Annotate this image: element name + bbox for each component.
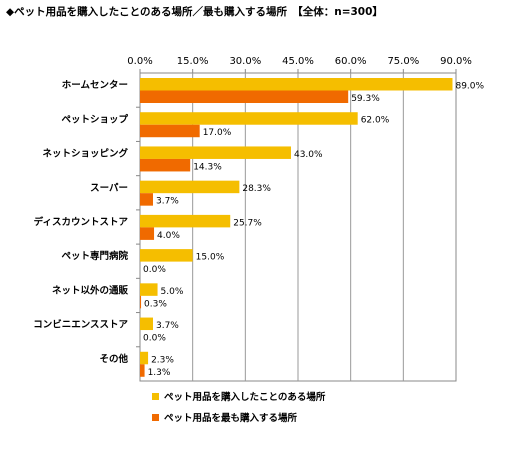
x-tick-label: 75.0% xyxy=(387,56,419,67)
data-label: 5.0% xyxy=(161,287,184,297)
x-tick-label: 60.0% xyxy=(335,56,367,67)
data-label: 43.0% xyxy=(294,150,323,160)
bar xyxy=(140,351,149,365)
bar xyxy=(140,295,142,309)
bar xyxy=(140,227,155,240)
legend-label: ペット用品を購入したことのある場所 xyxy=(164,391,326,403)
data-label: 62.0% xyxy=(361,116,390,126)
x-tick-label: 0.0% xyxy=(127,56,152,67)
data-label: 4.0% xyxy=(157,231,180,241)
category-label: ペット専門病院 xyxy=(61,250,128,262)
data-label: 0.0% xyxy=(143,265,166,275)
category-label: コンビニエンスストア xyxy=(33,319,128,331)
x-tick-label: 90.0% xyxy=(440,56,472,67)
data-label: 1.3% xyxy=(148,368,171,378)
data-label: 0.0% xyxy=(143,334,166,344)
data-label: 14.3% xyxy=(193,162,222,172)
bar xyxy=(140,78,453,91)
bar xyxy=(140,180,240,194)
data-label: 17.0% xyxy=(203,128,232,138)
legend-swatch xyxy=(152,414,159,421)
data-label: 28.3% xyxy=(242,184,271,194)
bar xyxy=(140,283,158,296)
bar xyxy=(140,158,191,172)
bar xyxy=(140,249,193,262)
category-label: ディスカウントストア xyxy=(34,216,129,228)
legend-label: ペット用品を最も購入する場所 xyxy=(164,412,298,424)
data-label: 25.7% xyxy=(233,218,262,228)
category-label: ペットショップ xyxy=(61,113,128,125)
data-label: 3.7% xyxy=(156,197,179,207)
bar xyxy=(140,193,153,206)
bar xyxy=(140,124,200,138)
data-label: 2.3% xyxy=(151,355,174,365)
bar xyxy=(140,90,349,103)
category-label: ネット以外の通販 xyxy=(52,284,129,296)
x-tick-label: 15.0% xyxy=(177,56,209,67)
category-label: ホームセンター xyxy=(62,79,128,91)
data-label: 59.3% xyxy=(351,94,380,104)
bar xyxy=(140,112,358,125)
bar xyxy=(140,214,231,228)
category-label: ネットショッピング xyxy=(42,148,128,160)
data-label: 0.3% xyxy=(144,299,167,309)
data-label: 15.0% xyxy=(196,253,225,263)
category-label: スーパー xyxy=(90,182,128,194)
bar xyxy=(140,317,153,331)
data-label: 3.7% xyxy=(156,321,179,331)
x-tick-label: 45.0% xyxy=(282,56,314,67)
legend-swatch xyxy=(152,393,159,400)
x-tick-label: 30.0% xyxy=(229,56,261,67)
bar xyxy=(140,364,145,377)
category-label: その他 xyxy=(99,353,128,365)
bar xyxy=(140,146,291,159)
chart-title: ◆ペット用品を購入したことのある場所／最も購入する場所 【全体：n=300】 xyxy=(6,6,383,18)
data-label: 89.0% xyxy=(455,82,484,92)
